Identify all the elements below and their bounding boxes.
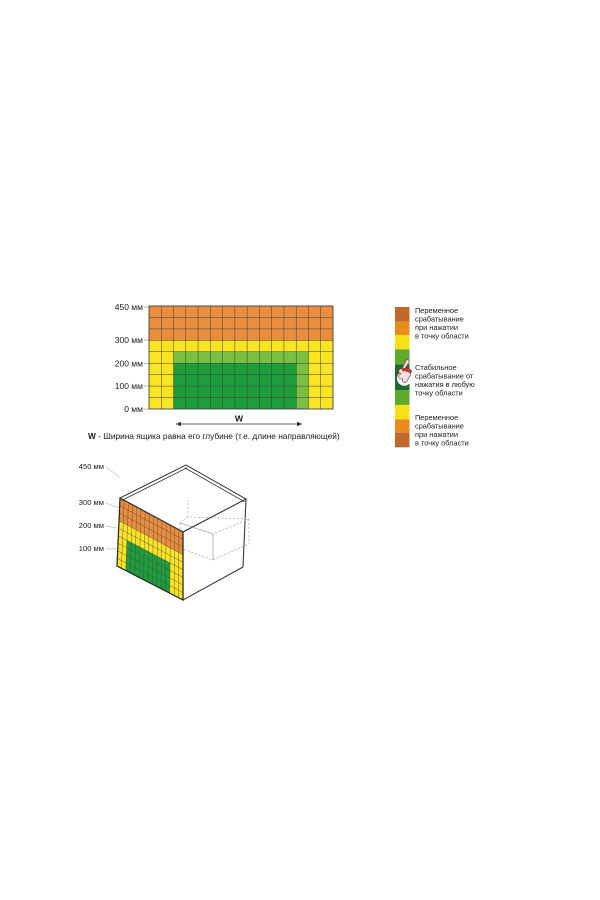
- svg-text:0 мм: 0 мм: [124, 404, 143, 414]
- svg-text:в точку области: в точку области: [415, 332, 469, 341]
- svg-text:100 мм: 100 мм: [115, 381, 143, 391]
- svg-text:W: W: [235, 414, 244, 424]
- svg-text:450 мм: 450 мм: [79, 462, 104, 471]
- svg-text:300 мм: 300 мм: [79, 498, 104, 507]
- svg-text:в точку области: в точку области: [415, 439, 469, 448]
- svg-text:W - Ширина ящика равна его глу: W - Ширина ящика равна его глубине (т.е.…: [88, 431, 340, 441]
- svg-text:точку области: точку области: [415, 389, 463, 398]
- svg-text:200 мм: 200 мм: [115, 359, 143, 369]
- svg-text:100 мм: 100 мм: [79, 544, 104, 553]
- svg-text:300 мм: 300 мм: [115, 335, 143, 345]
- svg-text:450 мм: 450 мм: [115, 302, 143, 312]
- svg-text:200 мм: 200 мм: [79, 521, 104, 530]
